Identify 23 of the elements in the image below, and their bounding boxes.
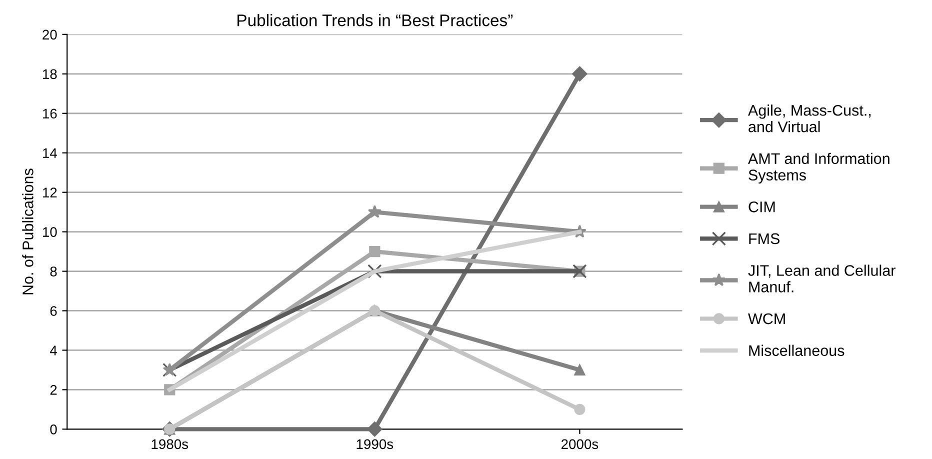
y-tick-label: 0 bbox=[50, 424, 57, 434]
x-tick-label: 1980s bbox=[152, 439, 188, 450]
y-tick-label: 2 bbox=[50, 385, 57, 395]
y-tick-label: 4 bbox=[50, 346, 57, 356]
x-tick-label: 1990s bbox=[356, 439, 394, 450]
y-tick-label: 6 bbox=[50, 306, 57, 316]
y-tick-label: 14 bbox=[42, 148, 57, 158]
legend-label: CIM bbox=[748, 201, 775, 212]
y-tick-label: 12 bbox=[42, 188, 57, 198]
y-axis-title: No. of Publications bbox=[22, 168, 34, 294]
legend-label: AMT and Information Systems bbox=[748, 152, 890, 184]
legend-label: Agile, Mass-Cust., and Virtual bbox=[748, 104, 871, 132]
y-tick-label: 10 bbox=[42, 227, 57, 237]
y-tick-label: 20 bbox=[42, 30, 57, 40]
legend-label: JIT, Lean and Cellular Manuf. bbox=[748, 264, 896, 292]
legend-label: Miscellaneous bbox=[749, 344, 844, 356]
y-tick-label: 16 bbox=[42, 108, 57, 119]
legend-label: WCM bbox=[748, 313, 785, 324]
x-tick-label: 2000s bbox=[561, 439, 598, 450]
y-tick-label: 18 bbox=[42, 69, 57, 80]
y-tick-label: 8 bbox=[50, 266, 57, 276]
legend-label: FMS bbox=[749, 233, 780, 244]
chart-title: Publication Trends in “Best Practices” bbox=[238, 14, 513, 26]
